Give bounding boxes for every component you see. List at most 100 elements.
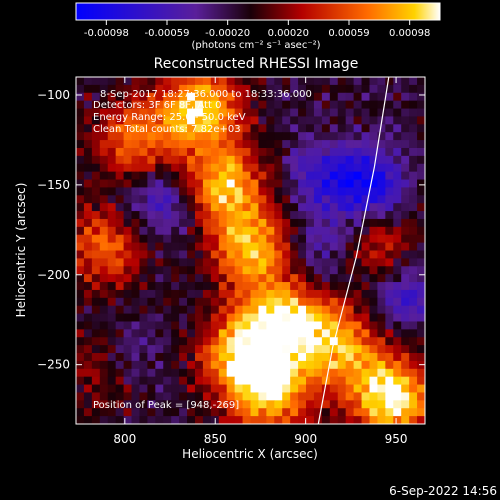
heatmap-cell [202,124,212,133]
heatmap-cell [187,384,196,393]
heatmap-cell [171,92,180,102]
heatmap-cell [218,234,228,244]
heatmap-cell [385,282,394,291]
heatmap-cell [313,408,323,417]
heatmap-cell [369,329,378,338]
heatmap-cell [250,329,259,338]
heatmap-cell [258,124,267,133]
heatmap-cell [282,274,291,283]
heatmap-cell [187,179,196,188]
heatmap-cell [99,313,109,322]
heatmap-cell [107,242,117,251]
heatmap-cell [337,211,347,220]
heatmap-cell [171,140,180,149]
heatmap-cell [107,376,117,386]
heatmap-cell [179,416,188,425]
heatmap-cell [187,116,196,125]
heatmap-cell [393,360,402,370]
heatmap-cell [163,416,172,425]
heatmap-cell [282,416,291,425]
heatmap-cell [163,234,172,244]
heatmap-cell [361,368,370,378]
heatmap-cell [337,100,347,110]
heatmap-cell [226,384,236,393]
heatmap-cell [147,77,156,86]
heatmap-cell [202,226,212,236]
heatmap-cell [321,329,331,338]
heatmap-cell [258,329,267,338]
heatmap-cell [298,392,307,401]
heatmap-cell [131,92,140,102]
heatmap-cell [393,250,402,259]
heatmap-cell [266,116,275,125]
heatmap-cell [226,400,236,409]
heatmap-cell [194,211,204,220]
heatmap-cell [83,203,93,212]
heatmap-cell [99,195,109,204]
info-time-range: 8-Sep-2017 18:27:36.000 to 18:33:36.000 [100,89,312,100]
heatmap-cell [107,140,117,149]
heatmap-cell [306,100,315,110]
heatmap-cell [313,305,323,315]
heatmap-cell [401,100,410,110]
heatmap-cell [115,321,125,330]
heatmap-cell [83,147,93,157]
heatmap-cell [115,140,125,149]
heatmap-cell [155,400,164,409]
heatmap-cell [115,116,125,125]
heatmap-cell [115,305,125,315]
heatmap-cell [409,329,418,338]
heatmap-cell [282,305,291,315]
heatmap-cell [401,400,410,409]
heatmap-cell [274,116,283,125]
heatmap-cell [76,274,85,283]
heatmap-cell [361,274,370,283]
heatmap-cell [163,108,172,117]
heatmap-cell [123,140,133,149]
heatmap-cell [210,226,220,236]
heatmap-cell [385,416,394,425]
heatmap-cell [298,155,307,165]
heatmap-cell [91,282,101,291]
heatmap-cell [266,282,275,291]
heatmap-cell [187,171,196,181]
heatmap-cell [139,226,148,236]
heatmap-cell [329,218,339,228]
heatmap-cell [171,242,180,251]
heatmap-cell [76,250,85,259]
heatmap-cell [131,132,140,141]
heatmap-cell [313,147,323,157]
heatmap-cell [163,226,172,236]
heatmap-cell [274,132,283,141]
heatmap-cell [409,218,418,228]
heatmap-cell [194,100,204,110]
heatmap-cell [171,384,180,393]
heatmap-cell [417,258,426,267]
heatmap-cell [234,84,244,94]
heatmap-cell [369,297,378,307]
heatmap-cell [210,218,220,228]
heatmap-cell [298,203,307,212]
heatmap-cell [202,266,212,275]
heatmap-cell [202,329,212,338]
heatmap-cell [401,258,410,267]
heatmap-cell [258,408,267,417]
heatmap-cell [290,171,299,181]
heatmap-cell [393,203,402,212]
heatmap-cell [202,360,212,370]
heatmap-cell [234,289,244,299]
heatmap-cell [393,124,402,133]
heatmap-cell [290,100,299,110]
heatmap-cell [250,155,259,165]
heatmap-cell [83,337,93,346]
heatmap-cell [385,337,394,346]
heatmap-cell [250,195,259,204]
heatmap-cell [234,392,244,401]
heatmap-cell [155,155,164,165]
heatmap-cell [385,400,394,409]
heatmap-cell [393,84,402,94]
heatmap-cell [417,163,426,173]
heatmap-cell [242,203,251,212]
heatmap-cell [83,100,93,110]
heatmap-cell [385,155,394,165]
